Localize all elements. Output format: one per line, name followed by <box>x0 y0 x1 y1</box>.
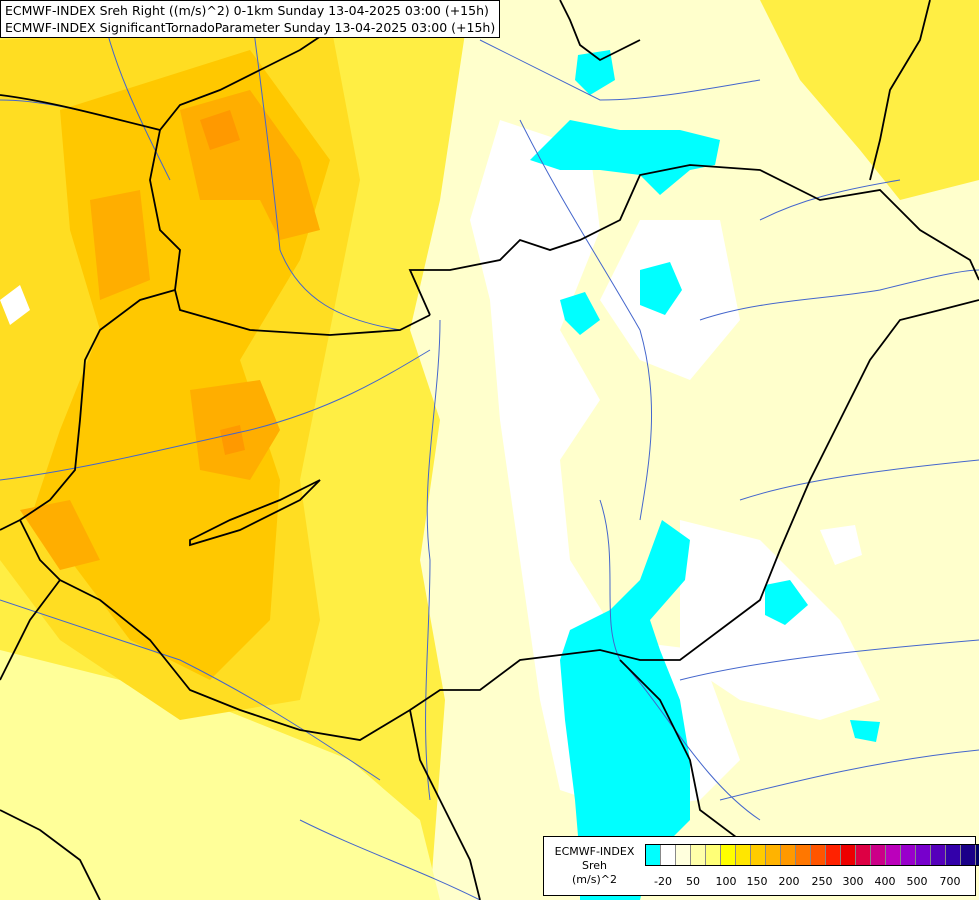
legend-swatch <box>841 845 856 865</box>
legend-swatch <box>676 845 691 865</box>
field-cyan-1 <box>575 50 615 95</box>
legend-tick: 100 <box>715 875 737 888</box>
field-cyan-3 <box>560 292 600 335</box>
legend-swatch <box>751 845 766 865</box>
legend-tick: 200 <box>778 875 800 888</box>
field-cyan-7 <box>850 720 880 742</box>
field-cyan-6 <box>765 580 808 625</box>
field-cyan-2 <box>530 120 720 195</box>
legend-label: ECMWF-INDEX Sreh (m/s)^2 <box>547 845 642 887</box>
legend-unit: (m/s)^2 <box>572 873 617 886</box>
legend-swatch <box>916 845 931 865</box>
legend-swatch <box>811 845 826 865</box>
legend-swatch <box>886 845 901 865</box>
legend-swatch <box>721 845 736 865</box>
field-white-spot-2 <box>0 285 30 325</box>
legend-swatch <box>946 845 961 865</box>
legend-swatch <box>781 845 796 865</box>
field-cyan-4 <box>640 262 682 315</box>
legend-swatch <box>646 845 661 865</box>
legend-tick: 50 <box>686 875 700 888</box>
title-line-2: ECMWF-INDEX SignificantTornadoParameter … <box>5 20 496 35</box>
legend-swatch <box>691 845 706 865</box>
title-line-1: ECMWF-INDEX Sreh Right ((m/s)^2) 0-1km S… <box>5 3 489 18</box>
color-legend: ECMWF-INDEX Sreh (m/s)^2 -20 50 100 150 200 2… <box>543 836 979 896</box>
legend-tick: -20 <box>654 875 672 888</box>
legend-swatches <box>645 844 979 866</box>
map-title: ECMWF-INDEX Sreh Right ((m/s)^2) 0-1km S… <box>0 0 501 38</box>
legend-tick: 400 <box>874 875 896 888</box>
legend-tick: 700 <box>939 875 961 888</box>
legend-tick: 500 <box>906 875 928 888</box>
field-orange-5 <box>90 190 150 300</box>
legend-swatch <box>976 845 979 865</box>
legend-swatch <box>736 845 751 865</box>
legend-swatch <box>706 845 721 865</box>
legend-swatch <box>901 845 916 865</box>
field-cyan-5 <box>560 520 690 860</box>
legend-swatch <box>826 845 841 865</box>
field-yellow-east-top <box>760 0 979 200</box>
legend-swatch <box>766 845 781 865</box>
legend-title: ECMWF-INDEX <box>554 845 635 858</box>
legend-swatch <box>856 845 871 865</box>
legend-tick: 150 <box>746 875 768 888</box>
field-orange-6 <box>200 110 240 150</box>
field-white-band <box>470 120 740 810</box>
legend-swatch <box>871 845 886 865</box>
legend-tick: 250 <box>811 875 833 888</box>
field-yellow-west-light <box>0 650 440 900</box>
field-white-spot-1 <box>820 525 862 565</box>
legend-swatch <box>661 845 676 865</box>
legend-swatch <box>961 845 976 865</box>
legend-tick: 300 <box>842 875 864 888</box>
legend-swatch <box>796 845 811 865</box>
legend-ticks: -20 50 100 150 200 250 300 400 500 700 <box>645 875 975 889</box>
field-orange-4 <box>20 500 100 570</box>
legend-param: Sreh <box>581 859 607 872</box>
legend-swatch <box>931 845 946 865</box>
